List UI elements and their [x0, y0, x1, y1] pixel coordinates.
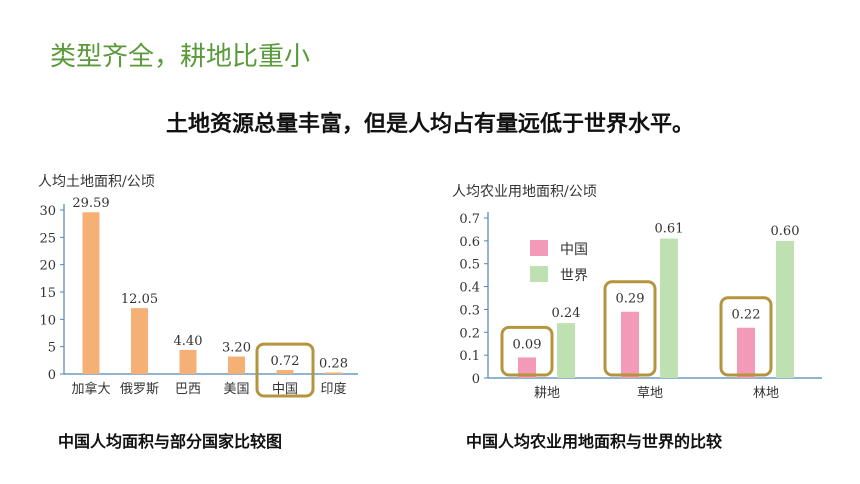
right-y-tick-label: 0.5 [459, 258, 480, 273]
left-y-tick-label: 30 [39, 204, 56, 219]
right-bar-1-0 [557, 323, 575, 378]
right-bar-0-2 [737, 327, 755, 378]
left-y-tick-label: 10 [39, 313, 56, 328]
right-legend-label: 世界 [560, 268, 588, 284]
right-bar-1-1 [660, 238, 678, 378]
left-x-tick-label: 俄罗斯 [120, 382, 159, 397]
right-legend-label: 中国 [560, 242, 588, 258]
left-bar-3 [228, 356, 245, 374]
left-x-tick-label: 加拿大 [71, 381, 110, 397]
right-y-axis-title: 人均农业用地面积/公顷 [452, 184, 597, 200]
left-x-tick-label: 印度 [320, 381, 346, 397]
left-bar-value-label: 0.28 [319, 356, 348, 371]
right-chart-caption: 中国人均农业用地面积与世界的比较 [466, 432, 723, 451]
slide-title: 类型齐全，耕地比重小 [50, 42, 311, 72]
right-x-tick-label: 草地 [637, 386, 663, 401]
right-x-tick-label: 林地 [753, 386, 779, 401]
right-bar-0-0 [518, 357, 536, 378]
left-y-tick-label: 25 [39, 231, 56, 246]
left-bar-4 [276, 370, 294, 374]
right-y-tick-label: 0.7 [459, 212, 480, 227]
right-bar-value-label: 0.09 [513, 337, 542, 352]
right-y-tick-label: 0.2 [459, 326, 480, 341]
left-bar-value-label: 12.05 [121, 292, 158, 307]
right-bar-value-label: 0.61 [655, 222, 684, 237]
right-bar-value-label: 0.24 [552, 306, 581, 321]
slide-subtitle: 土地资源总量丰富，但是人均占有量远低于世界水平。 [165, 112, 694, 137]
left-bar-5 [325, 372, 342, 374]
left-y-tick-label: 5 [48, 341, 56, 356]
right-bar-0-1 [621, 311, 639, 378]
right-highlight-box [719, 296, 773, 377]
left-bar-2 [179, 349, 197, 374]
left-bar-value-label: 0.72 [271, 354, 300, 369]
left-x-tick-label: 中国 [272, 382, 298, 397]
left-x-tick-label: 美国 [223, 382, 249, 397]
left-bar-value-label: 4.40 [174, 334, 203, 349]
right-highlight-box [500, 325, 554, 377]
right-legend-swatch-0 [530, 240, 548, 256]
right-bar-1-2 [776, 240, 794, 378]
right-bar-value-label: 0.22 [732, 308, 761, 323]
left-bar-value-label: 29.59 [72, 196, 109, 211]
left-bar-0 [82, 212, 100, 374]
right-legend-swatch-1 [530, 266, 548, 282]
right-y-tick-label: 0 [472, 372, 480, 387]
left-y-tick-label: 20 [39, 259, 56, 274]
left-y-tick-label: 15 [39, 286, 56, 301]
left-bar-1 [131, 308, 148, 374]
right-bar-value-label: 0.29 [616, 292, 645, 307]
right-y-tick-label: 0.6 [459, 235, 480, 250]
left-chart-caption: 中国人均面积与部分国家比较图 [58, 432, 283, 451]
left-y-axis-title: 人均土地面积/公顷 [38, 174, 155, 190]
right-y-tick-label: 0.4 [459, 281, 480, 296]
right-y-tick-label: 0.3 [459, 303, 480, 318]
left-x-tick-label: 巴西 [175, 382, 201, 397]
right-x-tick-label: 耕地 [534, 385, 560, 401]
left-highlight-box [255, 342, 315, 398]
left-bar-value-label: 3.20 [222, 341, 251, 356]
left-y-tick-label: 0 [48, 368, 56, 383]
right-y-tick-label: 0.1 [459, 349, 480, 364]
right-highlight-box [603, 280, 657, 377]
right-bar-value-label: 0.60 [771, 224, 800, 239]
